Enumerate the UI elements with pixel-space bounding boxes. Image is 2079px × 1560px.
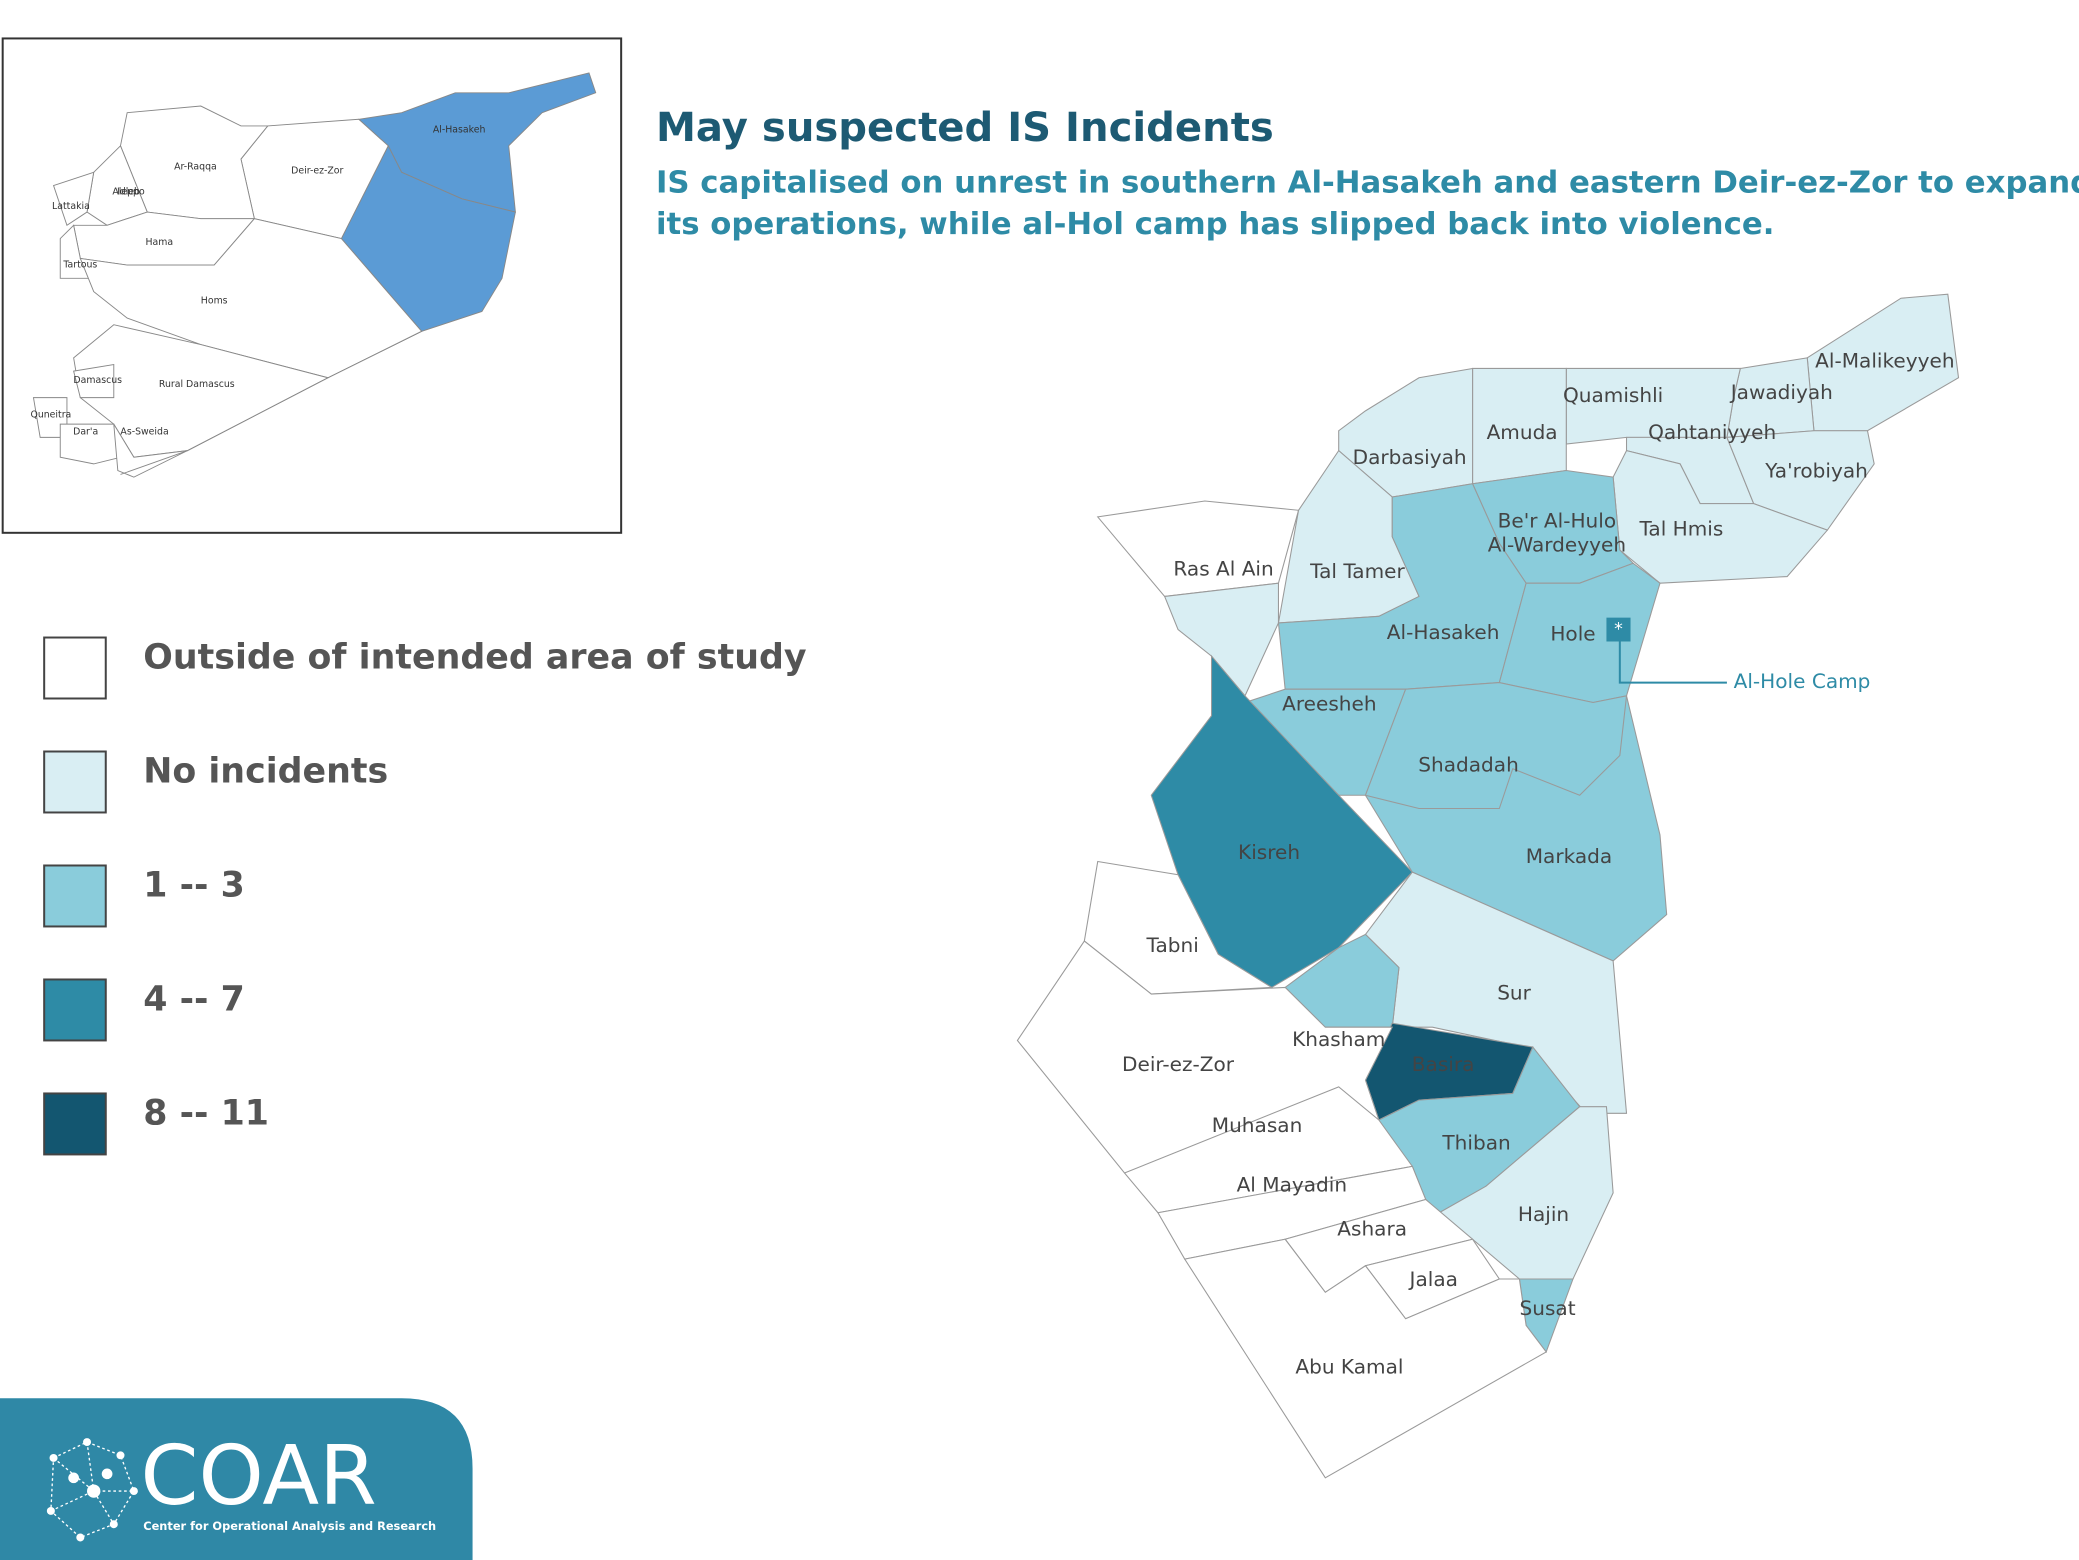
camp-marker: * Al-Hole Camp <box>1606 617 1871 693</box>
region-label: Ashara <box>1337 1217 1407 1241</box>
region-label: Quamishli <box>1563 383 1663 407</box>
region-label: Be'r Al-Hulo <box>1498 509 1616 533</box>
inset-label: Lattakia <box>52 201 90 212</box>
region-label: Jalaa <box>1408 1267 1458 1291</box>
inset-map: Al-Hasakeh Deir-ez-Zor Ar-Raqqa AleppoIdleb… <box>30 72 597 478</box>
subtitle: its operations, while al-Hol camp has sl… <box>656 207 1774 242</box>
inset-label: Dar'a <box>73 427 98 438</box>
region-label: Khasham <box>1292 1027 1385 1051</box>
region-label: Hajin <box>1518 1202 1569 1226</box>
inset-label: Tartous <box>62 260 97 271</box>
region-label: Al Mayadin <box>1237 1173 1348 1197</box>
inset-label: Aleppo <box>112 187 145 198</box>
region-label: Muhasan <box>1212 1113 1303 1137</box>
camp-label: Al-Hole Camp <box>1734 669 1871 693</box>
logo-nodes <box>46 1438 138 1542</box>
logo-tagline: Center for Operational Analysis and Rese… <box>143 1519 436 1533</box>
inset-label: Hama <box>145 237 173 248</box>
main-map <box>1016 293 1960 1479</box>
inset-label: Rural Damascus <box>159 379 235 390</box>
subtitle: IS capitalised on unrest in southern Al-… <box>656 166 2079 201</box>
legend-label: No incidents <box>143 752 388 792</box>
region-label: Sur <box>1497 981 1532 1005</box>
region-label: Deir-ez-Zor <box>1122 1052 1235 1076</box>
camp-icon-text: * <box>1614 620 1623 640</box>
legend-label: Outside of intended area of study <box>143 638 806 678</box>
region-label: Shadadah <box>1418 753 1519 777</box>
legend-swatch <box>43 750 107 814</box>
region-label: Markada <box>1526 844 1612 868</box>
camp-icon <box>1606 617 1631 642</box>
inset-region <box>59 423 122 465</box>
inset-label: Damascus <box>73 375 122 386</box>
legend-label: 1 -- 3 <box>143 866 245 906</box>
title: May suspected IS Incidents <box>656 105 1274 151</box>
region-label: Thiban <box>1441 1130 1510 1154</box>
region-label: Kisreh <box>1238 840 1300 864</box>
inset-label: Quneitra <box>30 409 71 420</box>
region <box>1243 688 1407 796</box>
logo-name: COAR <box>141 1429 377 1525</box>
inset-region <box>73 363 115 399</box>
region-label: Al-Wardeyyeh <box>1488 533 1626 557</box>
inset-label: Ar-Raqqa <box>174 162 217 173</box>
legend-swatch <box>43 864 107 928</box>
inset-label: Deir-ez-Zor <box>291 166 343 177</box>
inset-border <box>120 330 422 475</box>
leader-line <box>1618 641 1727 684</box>
inset-label: Al-Hasakeh <box>433 124 486 135</box>
region-label: Jawadiyah <box>1729 380 1833 404</box>
region <box>1364 682 1628 810</box>
region-label: Tal Hmis <box>1638 517 1723 541</box>
region-label: Tal Tamer <box>1309 559 1405 583</box>
logo: COAR Center for Operational Analysis and… <box>0 1398 473 1560</box>
inset-label: Idleb <box>117 187 140 198</box>
legend-label: 8 -- 11 <box>143 1094 269 1134</box>
region-label: Qahtaniyyeh <box>1648 420 1776 444</box>
region-label: Amuda <box>1487 420 1558 444</box>
region-label: Basira <box>1412 1052 1475 1076</box>
region-label: Hole <box>1550 621 1595 645</box>
legend-swatch <box>43 636 107 700</box>
legend-swatch <box>43 978 107 1042</box>
region <box>1123 1086 1414 1214</box>
region-label: Al-Malikeyyeh <box>1815 348 1954 372</box>
region-label: Tabni <box>1146 933 1199 957</box>
inset-label: Homs <box>201 295 228 306</box>
region-label: Al-Hasakeh <box>1387 620 1500 644</box>
region-label: Areesheh <box>1282 692 1376 716</box>
inset-region <box>52 171 95 227</box>
legend-label: 4 -- 7 <box>143 980 245 1020</box>
region-labels: Al-Malikeyyeh Jawadiyah Quamishli Qahtaniyy… <box>1122 348 1955 1378</box>
region-label: Abu Kamal <box>1295 1354 1403 1378</box>
inset-region <box>113 423 188 478</box>
region-label: Susat <box>1519 1296 1575 1320</box>
legend: Outside of intended area of study No inci… <box>43 636 807 1156</box>
inset-label: As-Sweida <box>120 427 168 438</box>
logo-panel <box>0 1398 473 1560</box>
region <box>1183 1238 1547 1479</box>
legend-swatch <box>43 1092 107 1156</box>
region-label: Ras Al Ain <box>1173 556 1273 580</box>
region-label: Ya'robiyah <box>1764 458 1868 482</box>
region-label: Darbasiyah <box>1353 445 1467 469</box>
inset-region <box>340 144 516 332</box>
